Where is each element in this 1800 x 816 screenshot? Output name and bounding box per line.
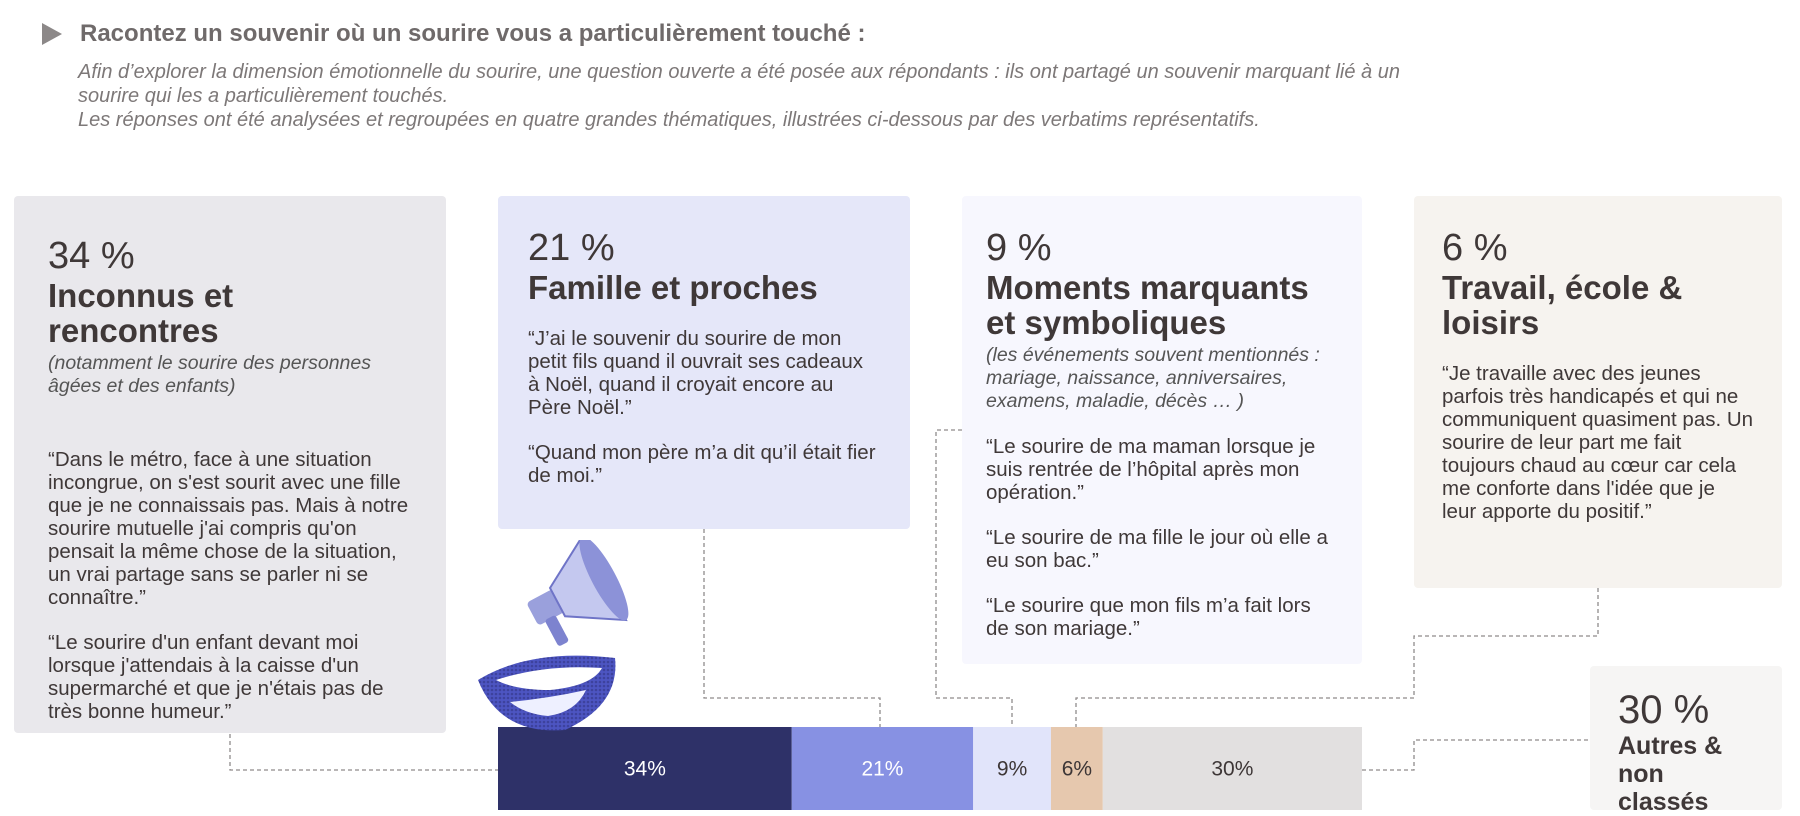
card-percentage: 21 % (528, 227, 615, 269)
bar-label-4: 30% (1211, 758, 1253, 781)
quote: “Quand mon père m’a dit qu’il était fier… (528, 441, 876, 487)
card-quotes: “J’ai le souvenir du sourire de mon peti… (528, 327, 880, 487)
connector-moments (935, 429, 1013, 727)
card-title: Autres & non classés (1618, 732, 1723, 816)
bar-label-1: 21% (861, 758, 903, 781)
card-percentage: 34 % (48, 235, 135, 277)
card-travail: 6 % Travail, école & loisirs “Je travail… (1414, 196, 1782, 588)
card-title: Travail, école & loisirs (1442, 269, 1683, 341)
header: Racontez un souvenir où un sourire vous … (42, 20, 1462, 132)
bar-segment-1 (791, 727, 974, 810)
card-quotes: “Le sourire de ma maman lorsque je suis … (986, 435, 1338, 640)
connector-travail (1075, 588, 1599, 727)
card-title: Inconnus et rencontres (48, 277, 234, 349)
quote: “Je travaille avec des jeunes parfois tr… (1442, 362, 1754, 523)
quote: “Le sourire de ma fille le jour où elle … (986, 526, 1328, 572)
connector-lines (229, 429, 1599, 771)
bar-label-2: 9% (997, 758, 1027, 781)
intro-text: Afin d’explorer la dimension émotionnell… (78, 60, 1462, 132)
quote: “Le sourire que mon fils m’a fait lors d… (986, 594, 1311, 640)
card-note: (notamment le sourire des personnes âgée… (48, 352, 371, 397)
card-moments: 9 % Moments marquants et symboliques (le… (962, 196, 1362, 664)
card-title: Famille et proches (528, 269, 818, 306)
quote: “Dans le métro, face à une situation inc… (48, 448, 409, 609)
connector-famille (703, 529, 881, 727)
quote: “J’ai le souvenir du sourire de mon peti… (528, 327, 864, 419)
quote: “Le sourire de ma maman lorsque je suis … (986, 435, 1316, 504)
bar-segment-0 (498, 727, 792, 810)
card-inconnus: 34 % Inconnus et rencontres (notamment l… (14, 196, 446, 733)
connector-autres (1362, 739, 1590, 771)
card-title: Moments marquants et symboliques (986, 269, 1309, 341)
bar-segment-3 (1050, 727, 1103, 810)
question-title: Racontez un souvenir où un sourire vous … (80, 20, 866, 47)
card-quotes: “Je travaille avec des jeunes parfois tr… (1442, 362, 1754, 523)
intro-line-2: Les réponses ont été analysées et regrou… (78, 109, 1260, 131)
intro-line-1: Afin d’explorer la dimension émotionnell… (78, 61, 1400, 107)
bar-label-3: 6% (1062, 758, 1092, 781)
bar-label-0: 34% (624, 758, 666, 781)
bar-segment-4 (1102, 727, 1362, 810)
quote: “Le sourire d'un enfant devant moi lorsq… (48, 631, 384, 723)
card-quotes: “Dans le métro, face à une situation inc… (48, 448, 412, 723)
connector-inconnus (229, 734, 498, 771)
card-note: (les événements souvent mentionnés : mar… (986, 344, 1320, 412)
card-percentage: 9 % (986, 227, 1052, 269)
play-triangle-icon (42, 23, 62, 45)
bar-segment-2 (973, 727, 1051, 810)
card-percentage: 30 % (1618, 688, 1710, 732)
card-famille: 21 % Famille et proches “J’ai le souveni… (498, 196, 910, 529)
megaphone-mouth-illustration (470, 535, 650, 740)
card-percentage: 6 % (1442, 227, 1508, 269)
card-autres: 30 % Autres & non classés (1590, 666, 1782, 816)
